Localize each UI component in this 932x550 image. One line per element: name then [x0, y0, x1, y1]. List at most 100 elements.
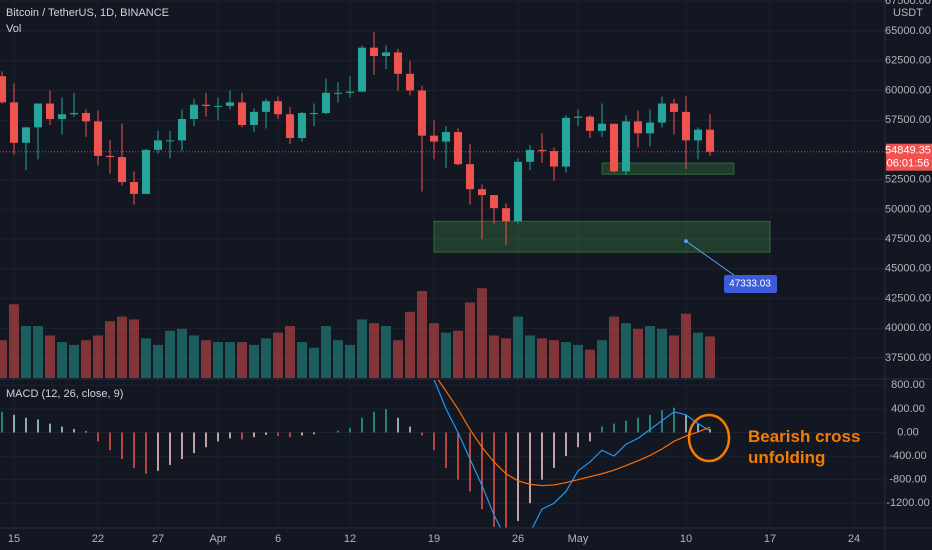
volume-bar — [393, 340, 403, 378]
x-tick-label: 22 — [92, 533, 104, 545]
volume-bar — [657, 328, 667, 378]
y-tick-label: 42500.00 — [885, 292, 931, 304]
volume-bar — [117, 316, 127, 378]
volume-bar — [537, 338, 547, 378]
y-tick-label: 65000.00 — [885, 25, 931, 37]
volume-bar — [561, 342, 571, 378]
macd-tick-label: 0.00 — [897, 426, 918, 438]
candle-body — [550, 151, 558, 167]
x-tick-label: 10 — [680, 533, 692, 545]
x-tick-label: 24 — [848, 533, 860, 545]
volume-bar — [489, 335, 499, 378]
volume-bar — [237, 342, 247, 378]
volume-bar — [573, 344, 583, 378]
volume-bar — [621, 323, 631, 378]
candle-body — [154, 140, 162, 150]
candle-body — [634, 121, 642, 134]
x-tick-label: 19 — [428, 533, 440, 545]
volume-bar — [285, 326, 295, 378]
candle-body — [346, 91, 354, 93]
candle-body — [586, 116, 594, 131]
candle-body — [466, 164, 474, 190]
volume-bar — [609, 316, 619, 378]
candle-body — [682, 111, 690, 141]
volume-bar — [693, 332, 703, 378]
y-tick-label: 45000.00 — [885, 263, 931, 275]
candle-body — [322, 92, 330, 114]
volume-bar — [369, 323, 379, 378]
price-zone — [433, 220, 771, 253]
candle-body — [286, 114, 294, 139]
y-tick-label: 47500.00 — [885, 233, 931, 245]
candle-body — [46, 103, 54, 119]
candle-body — [202, 104, 210, 106]
candle-body — [658, 103, 666, 123]
candle-body — [238, 102, 246, 125]
x-tick-label: 26 — [512, 533, 524, 545]
annotation-line: unfolding — [748, 448, 825, 467]
macd-title: MACD (12, 26, close, 9) — [6, 388, 123, 400]
candle-body — [130, 182, 138, 194]
volume-bar — [189, 335, 199, 378]
volume-bar — [669, 335, 679, 378]
volume-bar — [33, 326, 43, 378]
signal-line — [437, 380, 711, 487]
candle-body — [82, 113, 90, 122]
volume-bar — [105, 321, 115, 378]
x-tick-label: Apr — [209, 533, 226, 545]
candle-body — [118, 157, 126, 183]
x-tick-label: 17 — [764, 533, 776, 545]
candle-body — [178, 118, 186, 141]
annotation: Bearish cross unfolding — [748, 427, 860, 467]
volume-bar — [213, 342, 223, 378]
candle-body — [370, 47, 378, 56]
volume-bar — [441, 332, 451, 378]
volume-bar — [0, 340, 7, 378]
candle-body — [514, 161, 522, 222]
volume-bar — [297, 342, 307, 378]
macd-tick-label: -400.00 — [889, 450, 926, 462]
volume-bar — [81, 340, 91, 378]
volume-bar — [357, 319, 367, 378]
volume-bar — [381, 326, 391, 378]
last-price-label: 54849.35 — [885, 145, 931, 157]
volume-bar — [345, 344, 355, 378]
note-label: 47333.03 — [729, 279, 771, 290]
candle-body — [562, 117, 570, 167]
volume-bar — [501, 338, 511, 378]
y-tick-label: 50000.00 — [885, 203, 931, 215]
x-tick-label: 12 — [344, 533, 356, 545]
candle-body — [226, 102, 234, 106]
candle-body — [574, 116, 582, 118]
highlight-circle — [687, 413, 731, 463]
macd-tick-label: -1200.00 — [886, 497, 929, 509]
candle-body — [10, 102, 18, 143]
volume-bar — [525, 335, 535, 378]
volume-bar — [177, 328, 187, 378]
candle-body — [70, 113, 78, 115]
volume-bar — [69, 344, 79, 378]
candle-body — [94, 121, 102, 156]
volume-bar — [597, 340, 607, 378]
volume-bar — [321, 326, 331, 378]
x-tick-label: May — [568, 533, 589, 545]
candle-body — [418, 90, 426, 136]
y-tick-label: 37500.00 — [885, 352, 931, 364]
volume-bar — [165, 330, 175, 378]
last-price-box — [886, 143, 932, 171]
currency: USDT — [893, 7, 923, 19]
candle-body — [106, 155, 114, 158]
volume-bar — [477, 288, 487, 378]
volume-bar — [93, 335, 103, 378]
candle-body — [0, 76, 6, 103]
candle-body — [166, 140, 174, 142]
y-tick-label: 40000.00 — [885, 322, 931, 334]
volume-bar — [465, 302, 475, 378]
volume-bar — [417, 291, 427, 378]
candle-body — [250, 111, 258, 125]
x-tick-label: 6 — [275, 533, 281, 545]
volume-bar — [513, 316, 523, 378]
candle-body — [610, 123, 618, 172]
candle-body — [22, 127, 30, 143]
